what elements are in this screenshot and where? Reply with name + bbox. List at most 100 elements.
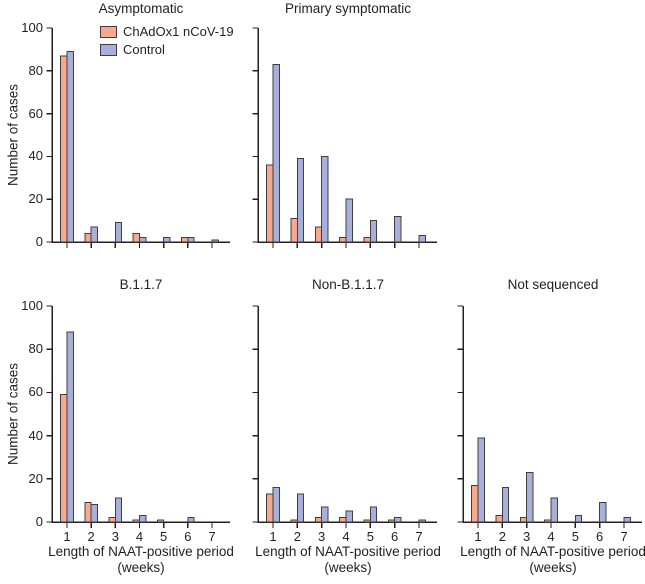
panel-title-asymptomatic: Asymptomatic xyxy=(98,1,184,16)
bar-b-1-1-7-week1-chadox1-ncov-19 xyxy=(60,394,68,523)
x-axis-label-non-b117: Length of NAAT-positive period (weeks) xyxy=(255,544,441,576)
bar-not-sequenced-week3-chadox1-ncov-19 xyxy=(519,517,528,523)
x-tick-label-b-1-1-7-week5: 5 xyxy=(160,529,168,544)
y-tick-label-asymptomatic-0: 0 xyxy=(35,234,43,249)
bar-asymptomatic-week7-control xyxy=(211,239,219,243)
legend: ChAdOx1 nCoV-19 Control xyxy=(100,23,234,59)
y-tick-label-asymptomatic-100: 100 xyxy=(21,20,43,35)
bar-non-b-1-1-7-week5-chadox1-ncov-19 xyxy=(363,519,371,523)
bar-non-b-1-1-7-week1-chadox1-ncov-19 xyxy=(266,493,274,523)
bar-not-sequenced-week1-chadox1-ncov-19 xyxy=(471,484,479,523)
bar-primary-symptomatic-week6-control xyxy=(394,215,402,243)
bar-non-b-1-1-7-week1-control xyxy=(272,486,280,523)
bar-non-b-1-1-7-week6-chadox1-ncov-19 xyxy=(387,519,396,523)
x-tick-label-non-b-1-1-7-week7: 7 xyxy=(415,529,423,544)
bar-primary-symptomatic-week5-chadox1-ncov-19 xyxy=(363,237,371,243)
bar-b-1-1-7-week1-control xyxy=(66,331,74,523)
bar-not-sequenced-week6-control xyxy=(599,502,607,523)
bar-b-1-1-7-week3-control xyxy=(114,497,123,523)
x-tick-label-not-sequenced-week5: 5 xyxy=(571,529,579,544)
bar-asymptomatic-week1-control xyxy=(66,51,74,243)
x-tick-label-not-sequenced-week6: 6 xyxy=(596,529,604,544)
x-tick-label-not-sequenced-week3: 3 xyxy=(523,529,531,544)
x-axis-label-not-sequenced: Length of NAAT-positive period (weeks) xyxy=(460,544,645,576)
bar-primary-symptomatic-week5-control xyxy=(369,220,378,243)
legend-label-control: Control xyxy=(123,42,165,57)
x-tick-label-non-b-1-1-7-week4: 4 xyxy=(342,529,350,544)
bar-non-b-1-1-7-week3-control xyxy=(321,506,329,523)
panel-title-primary-symptomatic: Primary symptomatic xyxy=(284,1,412,16)
x-tick-label-b-1-1-7-week7: 7 xyxy=(208,529,216,544)
bar-b-1-1-7-week4-chadox1-ncov-19 xyxy=(132,519,141,523)
bar-primary-symptomatic-week4-chadox1-ncov-19 xyxy=(339,237,347,243)
bar-b-1-1-7-week2-control xyxy=(90,504,99,523)
panel-title-not-sequenced: Not sequenced xyxy=(507,277,599,292)
bar-asymptomatic-week3-control xyxy=(114,222,123,243)
x-tick-label-b-1-1-7-week1: 1 xyxy=(63,529,71,544)
y-tick-label-b-1-1-7-100: 100 xyxy=(21,298,43,313)
x-tick-label-b-1-1-7-week3: 3 xyxy=(111,529,119,544)
y-tick-label-asymptomatic-40: 40 xyxy=(28,148,43,164)
bar-not-sequenced-week4-chadox1-ncov-19 xyxy=(544,519,552,523)
bar-primary-symptomatic-week2-chadox1-ncov-19 xyxy=(290,217,298,243)
bar-b-1-1-7-week3-chadox1-ncov-19 xyxy=(108,517,116,523)
bar-asymptomatic-week6-control xyxy=(187,237,195,243)
bar-primary-symptomatic-week7-control xyxy=(418,235,426,243)
x-tick-label-non-b-1-1-7-week3: 3 xyxy=(318,529,326,544)
bar-asymptomatic-week2-chadox1-ncov-19 xyxy=(84,232,92,243)
x-tick-label-non-b-1-1-7-week2: 2 xyxy=(293,529,301,544)
y-tick-label-b-1-1-7-80: 80 xyxy=(28,341,43,357)
x-tick-label-not-sequenced-week1: 1 xyxy=(474,529,482,544)
bar-non-b-1-1-7-week7-control xyxy=(418,519,426,523)
x-axis-label-line2: (weeks) xyxy=(117,560,165,575)
panel-title-non-b117: Non-B.1.1.7 xyxy=(311,277,385,292)
bar-not-sequenced-week7-control xyxy=(623,517,631,523)
bar-non-b-1-1-7-week2-control xyxy=(296,493,305,523)
bar-non-b-1-1-7-week2-chadox1-ncov-19 xyxy=(290,519,298,523)
x-tick-label-not-sequenced-week7: 7 xyxy=(620,529,628,544)
x-axis-label-line1: Length of NAAT-positive period xyxy=(460,544,645,559)
bar-primary-symptomatic-week1-control xyxy=(272,63,280,243)
bar-asymptomatic-week1-chadox1-ncov-19 xyxy=(60,55,68,243)
legend-item-chadox1: ChAdOx1 nCoV-19 xyxy=(100,23,234,40)
bar-non-b-1-1-7-week4-control xyxy=(345,510,353,523)
x-tick-label-not-sequenced-week4: 4 xyxy=(547,529,555,544)
x-axis-label-line1: Length of NAAT-positive period xyxy=(48,544,234,559)
bar-primary-symptomatic-week3-chadox1-ncov-19 xyxy=(314,226,323,243)
x-axis-label-line2: (weeks) xyxy=(529,560,577,575)
bar-b-1-1-7-week4-control xyxy=(139,515,147,523)
x-axis-label-line2: (weeks) xyxy=(324,560,372,575)
legend-swatch-chadox1 xyxy=(100,25,117,38)
bar-b-1-1-7-week5-chadox1-ncov-19 xyxy=(156,519,165,523)
legend-swatch-control xyxy=(100,43,117,56)
bar-b-1-1-7-week2-chadox1-ncov-19 xyxy=(84,502,92,523)
panel-title-b117: B.1.1.7 xyxy=(119,277,163,292)
bar-not-sequenced-week2-control xyxy=(501,486,510,523)
bar-primary-symptomatic-week1-chadox1-ncov-19 xyxy=(266,164,274,243)
bar-primary-symptomatic-week4-control xyxy=(345,198,353,243)
y-tick-label-asymptomatic-80: 80 xyxy=(28,62,43,78)
x-axis-label-line1: Length of NAAT-positive period xyxy=(255,544,441,559)
bar-not-sequenced-week5-control xyxy=(574,515,583,523)
bar-asymptomatic-week6-chadox1-ncov-19 xyxy=(180,237,189,243)
x-tick-label-b-1-1-7-week4: 4 xyxy=(135,529,144,544)
y-tick-label-b-1-1-7-60: 60 xyxy=(28,384,43,400)
y-tick-label-b-1-1-7-40: 40 xyxy=(28,427,43,443)
x-tick-label-b-1-1-7-week6: 6 xyxy=(184,529,192,544)
x-tick-label-non-b-1-1-7-week1: 1 xyxy=(269,529,277,544)
x-axis-label-b117: Length of NAAT-positive period (weeks) xyxy=(48,544,234,576)
bar-b-1-1-7-week6-control xyxy=(187,517,195,523)
bar-not-sequenced-week1-control xyxy=(477,437,485,523)
x-tick-label-not-sequenced-week2: 2 xyxy=(498,529,506,544)
bar-primary-symptomatic-week2-control xyxy=(296,158,305,243)
x-tick-label-non-b-1-1-7-week5: 5 xyxy=(366,529,374,544)
bar-not-sequenced-week3-control xyxy=(526,471,534,523)
bar-not-sequenced-week4-control xyxy=(550,497,558,523)
x-tick-label-non-b-1-1-7-week6: 6 xyxy=(391,529,399,544)
bar-not-sequenced-week2-chadox1-ncov-19 xyxy=(495,515,503,523)
y-tick-label-b-1-1-7-0: 0 xyxy=(35,514,43,529)
bar-asymptomatic-week2-control xyxy=(90,226,99,243)
bar-non-b-1-1-7-week6-control xyxy=(394,517,402,523)
